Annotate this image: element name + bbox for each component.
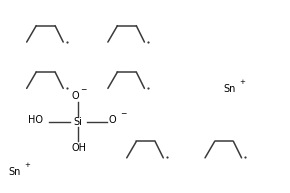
Text: −: − <box>80 85 86 94</box>
Text: Sn: Sn <box>223 84 236 94</box>
Text: −: − <box>120 109 127 118</box>
Text: OH: OH <box>71 143 86 153</box>
Text: Sn: Sn <box>9 167 21 177</box>
Text: HO: HO <box>28 115 43 125</box>
Text: O: O <box>109 115 116 125</box>
Text: +: + <box>25 162 30 168</box>
Text: Si: Si <box>74 117 83 127</box>
Text: +: + <box>239 79 245 85</box>
Text: O: O <box>71 91 79 101</box>
